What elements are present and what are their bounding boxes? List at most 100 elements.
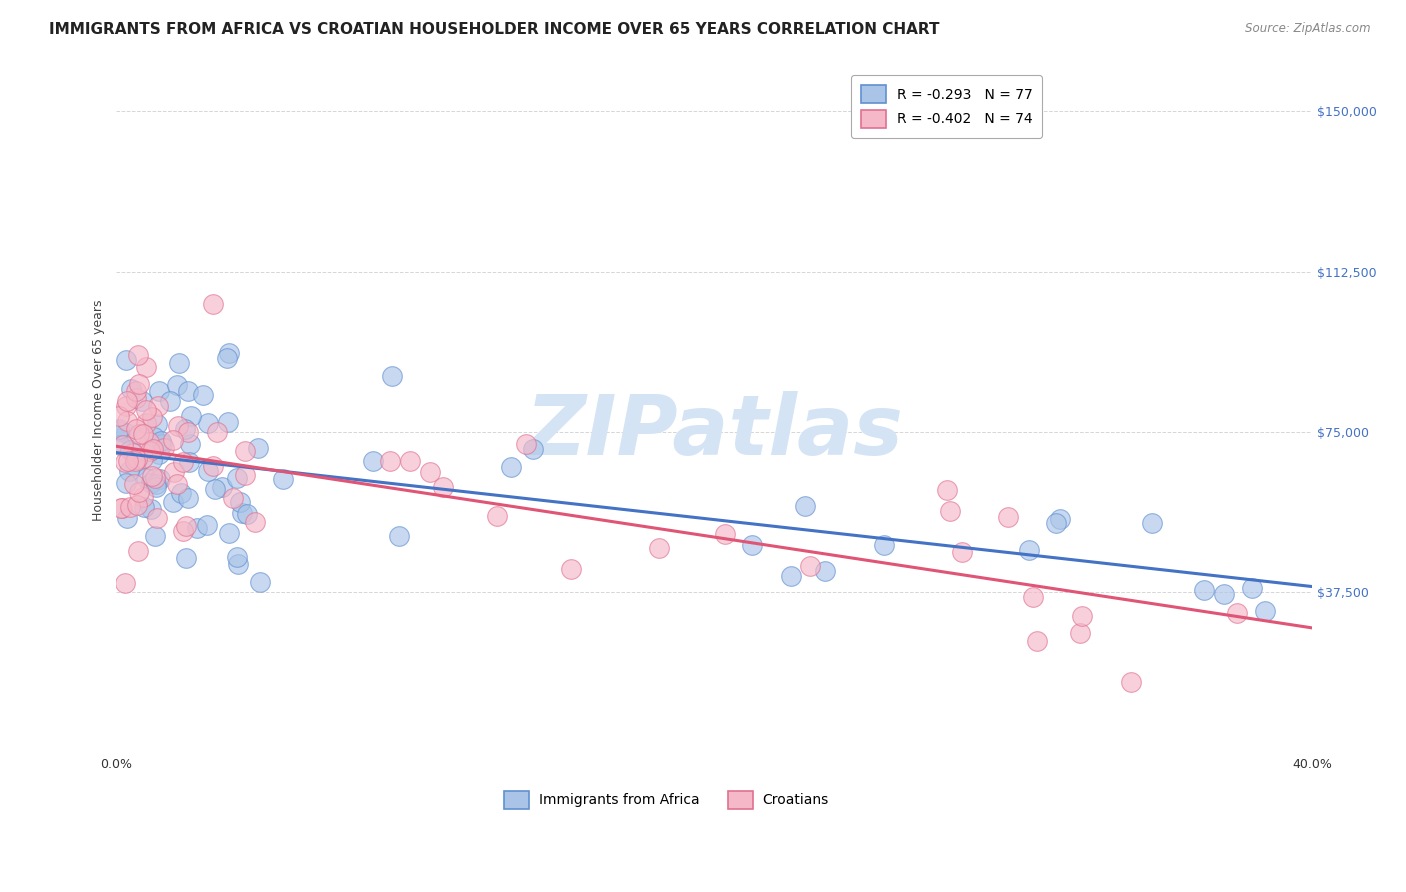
Point (167, 419, 190, 434)
Point (233, 443, 256, 458)
Point (146, 510, 169, 524)
Text: Source: ZipAtlas.com: Source: ZipAtlas.com (1246, 22, 1371, 36)
Point (174, 422, 197, 436)
Text: IMMIGRANTS FROM AFRICA VS CROATIAN HOUSEHOLDER INCOME OVER 65 YEARS CORRELATION : IMMIGRANTS FROM AFRICA VS CROATIAN HOUSE… (49, 22, 939, 37)
Point (419, 465, 441, 479)
Point (1045, 516, 1067, 531)
Point (139, 475, 162, 490)
Point (211, 480, 233, 494)
Point (935, 483, 957, 498)
Point (174, 519, 197, 533)
Point (145, 471, 167, 485)
Point (148, 399, 170, 413)
Point (179, 436, 201, 450)
Point (218, 346, 240, 360)
Point (191, 388, 214, 402)
Point (108, 409, 131, 424)
Point (135, 402, 157, 417)
Point (142, 442, 165, 456)
Point (177, 491, 200, 505)
Point (125, 422, 148, 436)
Point (780, 569, 803, 583)
Point (226, 471, 249, 485)
Point (162, 433, 184, 447)
Point (1140, 516, 1163, 530)
Point (225, 550, 247, 565)
Point (170, 486, 193, 500)
Point (122, 446, 145, 460)
Point (1026, 633, 1049, 648)
Point (124, 384, 146, 398)
Point (128, 427, 150, 442)
Point (122, 477, 145, 491)
Point (515, 437, 537, 451)
Point (231, 506, 253, 520)
Point (111, 501, 134, 516)
Point (381, 368, 404, 383)
Point (195, 517, 218, 532)
Point (249, 575, 271, 590)
Point (125, 392, 148, 406)
Point (132, 490, 155, 504)
Point (138, 434, 160, 449)
Point (997, 510, 1019, 524)
Point (793, 499, 815, 513)
Point (117, 414, 139, 428)
Point (153, 441, 176, 455)
Point (222, 491, 245, 506)
Point (115, 399, 138, 413)
Point (110, 500, 132, 515)
Point (141, 452, 163, 467)
Point (202, 458, 225, 473)
Point (150, 434, 173, 448)
Point (207, 425, 229, 439)
Point (814, 564, 837, 578)
Point (201, 296, 224, 310)
Point (713, 526, 735, 541)
Point (271, 472, 294, 486)
Point (1119, 675, 1142, 690)
Point (233, 468, 256, 483)
Point (114, 476, 136, 491)
Point (108, 424, 131, 438)
Point (1254, 604, 1277, 618)
Point (115, 353, 138, 368)
Point (217, 415, 239, 429)
Point (118, 500, 141, 515)
Point (432, 480, 454, 494)
Point (522, 442, 544, 457)
Point (177, 384, 200, 398)
Point (229, 495, 252, 509)
Point (148, 447, 170, 461)
Point (125, 451, 148, 466)
Point (172, 524, 194, 538)
Point (247, 441, 270, 455)
Point (177, 455, 200, 469)
Point (163, 465, 186, 479)
Point (127, 543, 149, 558)
Point (1240, 582, 1263, 596)
Point (176, 425, 198, 440)
Point (118, 443, 141, 458)
Point (1069, 626, 1091, 640)
Point (135, 417, 157, 431)
Text: ZIPatlas: ZIPatlas (526, 391, 903, 472)
Point (142, 430, 165, 444)
Point (134, 500, 156, 514)
Point (108, 421, 131, 435)
Point (174, 551, 197, 566)
Point (131, 451, 153, 466)
Point (872, 538, 894, 552)
Point (135, 471, 157, 485)
Point (499, 460, 522, 475)
Point (388, 529, 411, 543)
Point (141, 409, 163, 424)
Point (120, 382, 142, 396)
Point (145, 477, 167, 491)
Point (380, 454, 402, 468)
Point (799, 559, 821, 574)
Point (115, 394, 138, 409)
Point (114, 455, 136, 469)
Point (1021, 591, 1043, 605)
Point (145, 417, 167, 431)
